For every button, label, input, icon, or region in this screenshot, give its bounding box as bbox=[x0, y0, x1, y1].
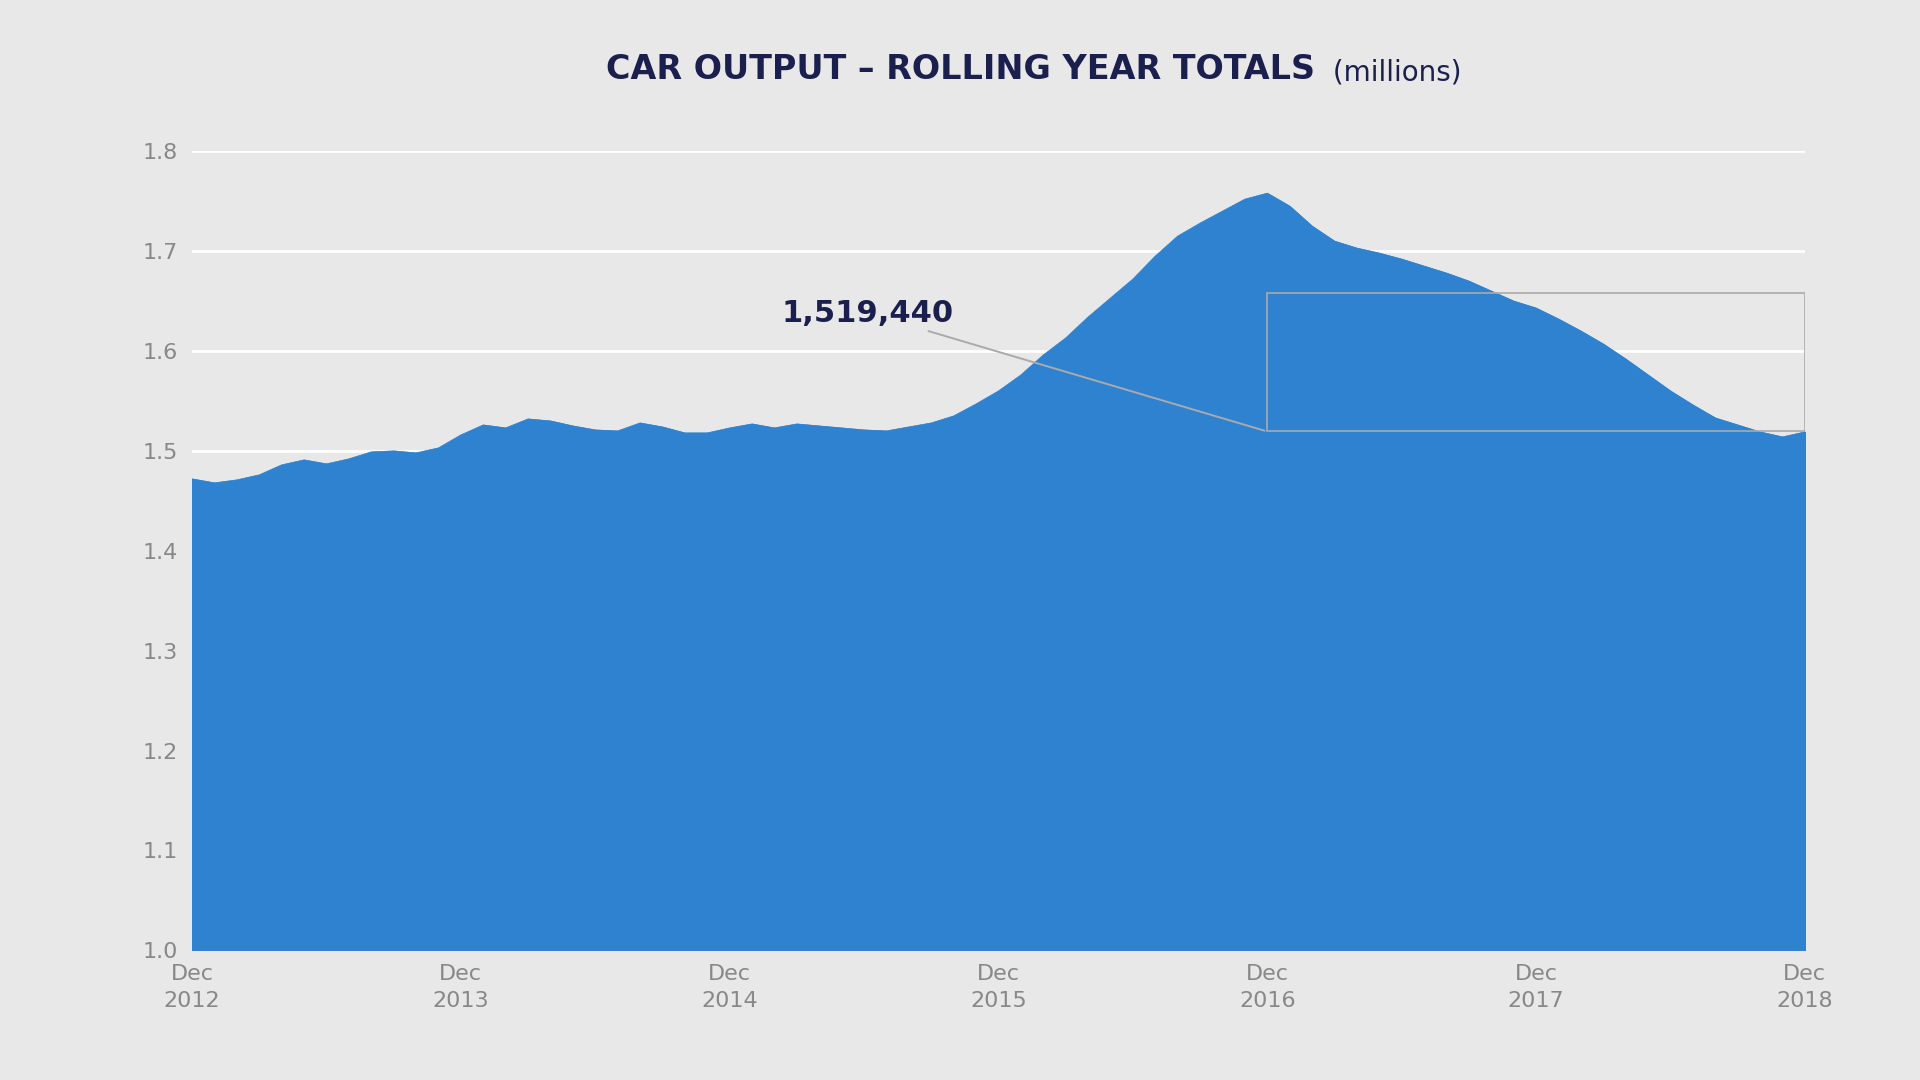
Text: CAR OUTPUT – ROLLING YEAR TOTALS: CAR OUTPUT – ROLLING YEAR TOTALS bbox=[605, 53, 1315, 86]
Text: (millions): (millions) bbox=[1325, 58, 1461, 86]
Bar bbox=[1267, 293, 1805, 432]
Text: 1,519,440: 1,519,440 bbox=[781, 298, 1265, 431]
